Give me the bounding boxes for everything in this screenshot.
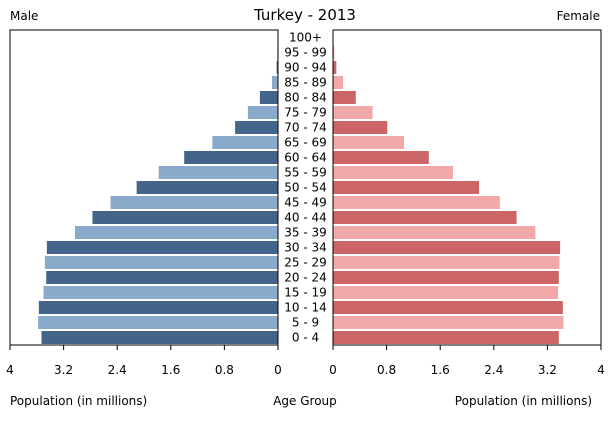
age-group-label: 5 - 9 xyxy=(292,316,319,330)
age-group-label: 100+ xyxy=(289,31,322,45)
male-bar xyxy=(247,106,278,119)
x-tick-label: 3.2 xyxy=(538,363,557,377)
female-bar xyxy=(333,271,559,284)
age-group-label: 10 - 14 xyxy=(284,301,327,315)
male-bar xyxy=(46,241,278,254)
male-bar xyxy=(110,196,278,209)
age-group-label: 65 - 69 xyxy=(284,136,327,150)
female-plot-frame xyxy=(332,29,602,346)
age-group-label: 0 - 4 xyxy=(292,331,319,345)
male-bar xyxy=(43,286,278,299)
x-tick-label: 0.8 xyxy=(215,363,234,377)
female-bar xyxy=(333,196,500,209)
male-bar xyxy=(212,136,278,149)
male-bar xyxy=(44,256,279,269)
female-header: Female xyxy=(557,9,600,23)
male-x-axis-label: Population (in millions) xyxy=(10,394,147,408)
male-bar xyxy=(136,181,278,194)
age-group-label: 55 - 59 xyxy=(284,166,327,180)
x-tick-label: 0 xyxy=(274,363,282,377)
age-group-label: 90 - 94 xyxy=(284,61,327,75)
male-plot-frame xyxy=(9,29,279,346)
male-bar xyxy=(276,61,278,74)
age-group-label: 40 - 44 xyxy=(284,211,327,225)
x-tick-label: 3.2 xyxy=(54,363,73,377)
chart-title: Turkey - 2013 xyxy=(253,6,356,24)
x-tick-label: 1.6 xyxy=(431,363,450,377)
age-group-label: 20 - 24 xyxy=(284,271,327,285)
male-bar xyxy=(38,301,279,314)
male-bar xyxy=(46,271,279,284)
male-bar xyxy=(259,91,278,104)
female-bar xyxy=(333,316,564,329)
age-group-label: 95 - 99 xyxy=(284,46,327,60)
male-header: Male xyxy=(10,9,38,23)
age-group-label: 75 - 79 xyxy=(284,106,327,120)
male-bar xyxy=(74,226,279,239)
female-bar xyxy=(333,301,563,314)
x-tick-label: 2.4 xyxy=(108,363,127,377)
male-bars xyxy=(38,46,279,344)
x-tick-label: 0 xyxy=(329,363,337,377)
female-x-axis: 0 0.8 1.6 2.4 3.2 4 xyxy=(329,345,605,377)
age-group-label: 85 - 89 xyxy=(284,76,327,90)
age-group-axis-label: Age Group xyxy=(273,394,337,408)
female-bar xyxy=(333,76,344,89)
female-bars xyxy=(333,46,564,344)
female-bar xyxy=(333,151,429,164)
female-bar xyxy=(333,121,388,134)
female-bar xyxy=(333,226,536,239)
male-bar xyxy=(38,316,278,329)
age-group-label: 35 - 39 xyxy=(284,226,327,240)
female-bar xyxy=(333,61,337,74)
female-bar xyxy=(333,331,559,344)
age-group-label: 80 - 84 xyxy=(284,91,327,105)
x-tick-label: 2.4 xyxy=(484,363,503,377)
age-group-label: 15 - 19 xyxy=(284,286,327,300)
female-bar xyxy=(333,106,373,119)
female-bar xyxy=(333,211,517,224)
female-bar xyxy=(333,136,405,149)
male-bar xyxy=(271,76,278,89)
female-bar xyxy=(333,286,559,299)
female-bar xyxy=(333,91,356,104)
male-bar xyxy=(235,121,278,134)
age-group-label: 45 - 49 xyxy=(284,196,327,210)
female-x-axis-label: Population (in millions) xyxy=(455,394,592,408)
x-tick-label: 4 xyxy=(6,363,14,377)
female-bar xyxy=(333,166,453,179)
x-tick-label: 1.6 xyxy=(161,363,180,377)
female-bar xyxy=(333,46,335,59)
x-tick-label: 4 xyxy=(597,363,605,377)
female-bar xyxy=(333,241,561,254)
age-group-label: 60 - 64 xyxy=(284,151,327,165)
male-bar xyxy=(41,331,278,344)
x-tick-label: 0.8 xyxy=(377,363,396,377)
age-group-label: 70 - 74 xyxy=(284,121,327,135)
female-bar xyxy=(333,256,560,269)
male-bar xyxy=(184,151,278,164)
male-bar xyxy=(158,166,278,179)
age-group-label: 25 - 29 xyxy=(284,256,327,270)
male-x-axis: 4 3.2 2.4 1.6 0.8 0 xyxy=(6,345,282,377)
male-bar xyxy=(92,211,278,224)
female-bar xyxy=(333,181,480,194)
age-group-label: 50 - 54 xyxy=(284,181,327,195)
age-group-label: 30 - 34 xyxy=(284,241,327,255)
